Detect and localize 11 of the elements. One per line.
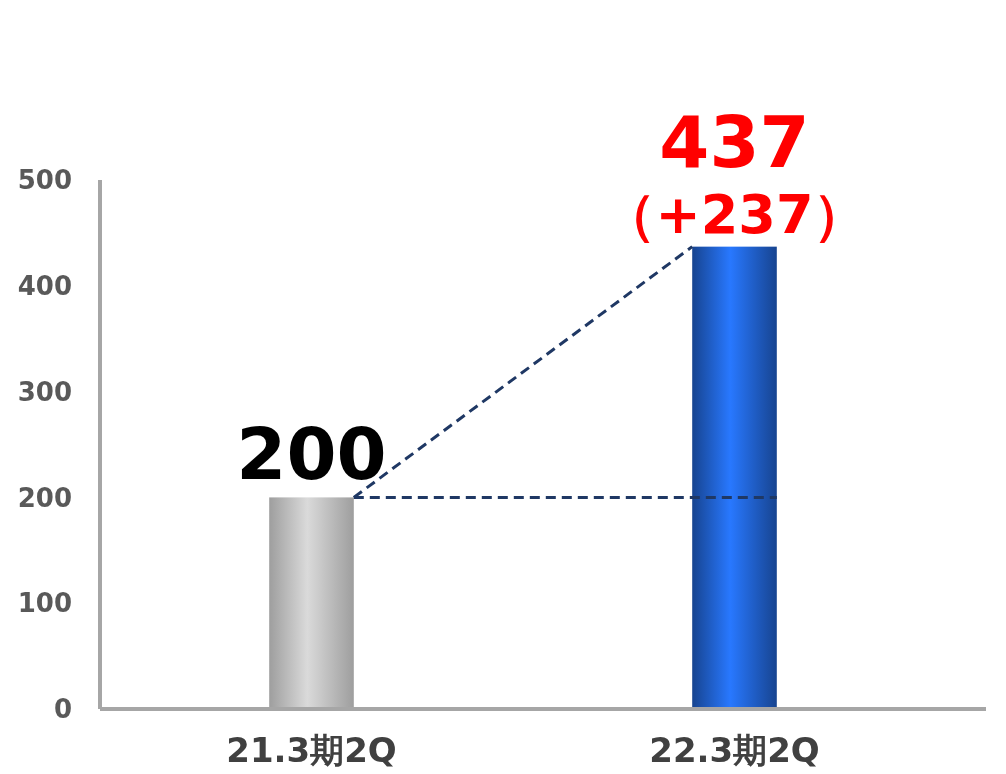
y-tick-label: 400 (17, 270, 72, 301)
data-label: 200 (236, 412, 387, 497)
annotation: （+237） (601, 182, 868, 246)
y-tick-label: 500 (17, 165, 72, 196)
data-label: 437 (659, 99, 810, 184)
x-tick-label: 22.3期2Q (649, 730, 820, 770)
y-tick-label: 100 (17, 588, 72, 619)
y-tick-label: 200 (17, 482, 72, 513)
x-tick-label: 21.3期2Q (226, 730, 397, 770)
y-tick-label: 300 (17, 376, 72, 407)
y-tick-label: 0 (53, 694, 72, 725)
